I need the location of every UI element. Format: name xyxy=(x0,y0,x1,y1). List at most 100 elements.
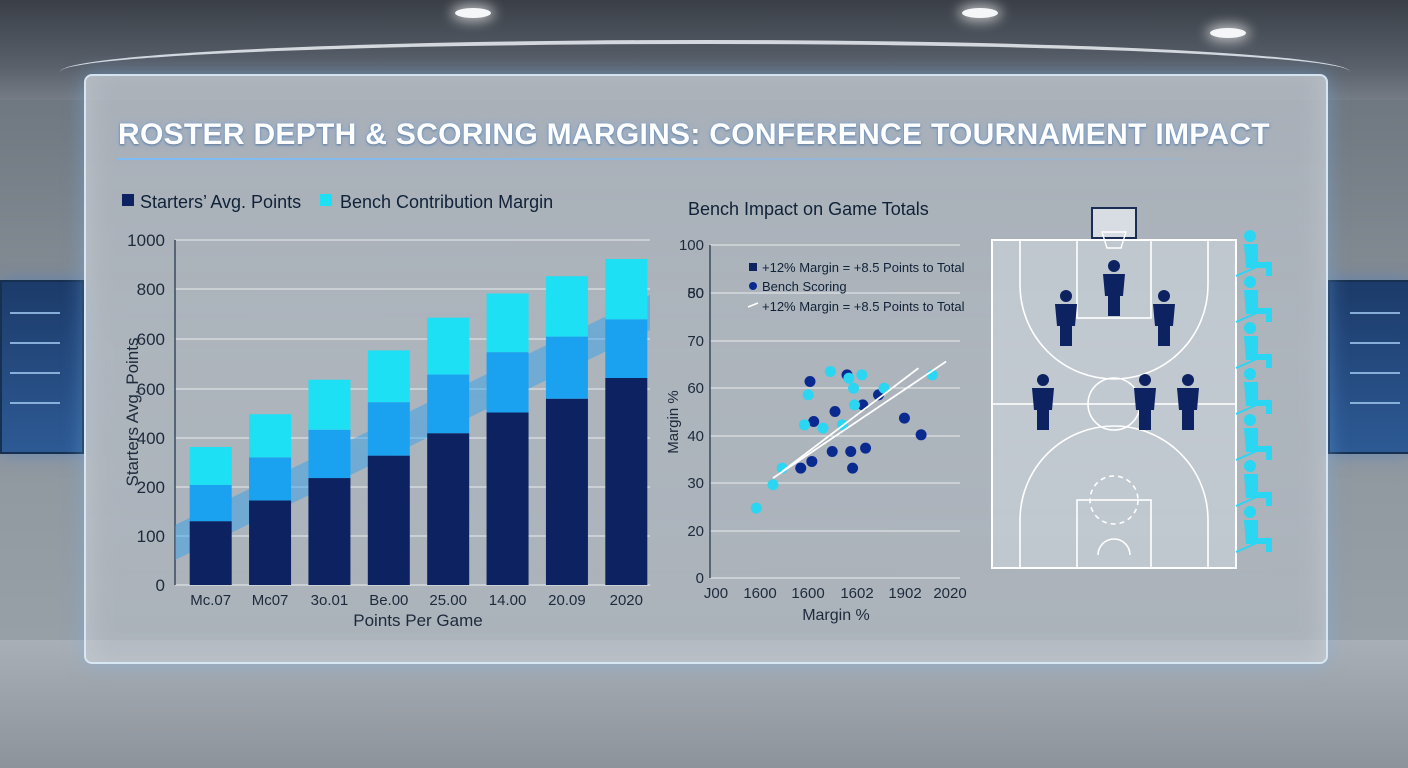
bar-x-tick-label: Be.00 xyxy=(369,592,408,609)
bench-seat xyxy=(1235,261,1269,277)
player-head xyxy=(1108,260,1120,272)
bar-segment-bench xyxy=(189,484,232,522)
title-divider xyxy=(118,158,1183,160)
scatter-point xyxy=(795,462,807,474)
bar-x-tick-label: 2020 xyxy=(610,592,643,609)
bar-segment-bench xyxy=(249,457,292,501)
bar-x-tick-label: Mc.07 xyxy=(190,592,231,609)
scatter-point xyxy=(845,445,857,457)
bar-segment-bench xyxy=(605,258,648,320)
player-head xyxy=(1182,374,1194,386)
bench-seat xyxy=(1235,399,1269,415)
bar-segment-starters xyxy=(308,478,351,585)
bar-segment-bench xyxy=(427,317,470,375)
scatter-y-tick-label: 60 xyxy=(687,380,704,397)
legend-swatch-bench xyxy=(320,194,332,206)
bench-seat xyxy=(1235,537,1269,553)
scatter-point xyxy=(808,415,820,427)
player-body xyxy=(1177,388,1199,430)
bench-player-body xyxy=(1244,474,1272,506)
bar-y-tick-label: 400 xyxy=(137,429,165,448)
scatter-x-tick-label: 1602 xyxy=(840,585,873,602)
bar-x-tick-label: 25.00 xyxy=(429,592,467,609)
bench-player-head xyxy=(1244,414,1256,426)
ceiling-light xyxy=(1210,28,1246,38)
court-key-bottom xyxy=(1076,499,1152,569)
player-body xyxy=(1134,388,1156,430)
scatter-y-tick-label: 70 xyxy=(687,333,704,350)
bench-player-icon xyxy=(1235,230,1272,277)
court-three-point-arc-bottom xyxy=(1019,425,1209,568)
bench-player-icon xyxy=(1235,506,1272,553)
player-body xyxy=(1032,388,1054,430)
scatter-trend-line xyxy=(781,367,919,473)
scatter-y-tick-label: 40 xyxy=(687,428,704,445)
bar-segment-starters xyxy=(189,521,232,585)
scatter-y-tick-label: 0 xyxy=(696,570,704,587)
bench-seat xyxy=(1235,353,1269,369)
scatter-point xyxy=(806,455,818,467)
scatter-chart: Bench Impact on Game Totals 0 20 30 40 60 70 80… xyxy=(665,199,967,624)
bar-segment-bench xyxy=(308,379,351,430)
bar-segment-bench xyxy=(545,276,588,337)
bench-player-head xyxy=(1244,368,1256,380)
bar-segment-starters xyxy=(249,500,292,585)
bar-segment-starters xyxy=(545,398,588,585)
scatter-legend-swatch xyxy=(747,302,759,308)
scatter-point xyxy=(847,462,859,474)
bench-player-body xyxy=(1244,290,1272,322)
player-body xyxy=(1055,304,1077,346)
scatter-legend-swatch xyxy=(749,282,757,290)
scatter-legend-swatch xyxy=(749,263,757,271)
bench-player-head xyxy=(1244,322,1256,334)
legend-label-starters: Starters’ Avg. Points xyxy=(140,192,301,212)
court-free-throw-circle xyxy=(1089,475,1139,525)
scatter-legend-label: Bench Scoring xyxy=(762,279,847,294)
bar-y-tick-label: 800 xyxy=(137,280,165,299)
scatter-point xyxy=(824,366,836,378)
bar-y-tick-label: 1000 xyxy=(127,231,165,250)
player-head xyxy=(1060,290,1072,302)
scatter-point xyxy=(817,422,829,434)
bar-segment-bench xyxy=(308,429,351,479)
scatter-point xyxy=(829,406,841,417)
scatter-legend-label: +12% Margin = +8.5 Points to Total xyxy=(762,299,965,314)
bench-player-icon xyxy=(1235,460,1272,507)
scatter-x-tick-label: J00 xyxy=(704,585,728,602)
player-head xyxy=(1158,290,1170,302)
player-body xyxy=(1153,304,1175,346)
scatter-point xyxy=(848,382,860,394)
hoop-net xyxy=(1101,231,1127,249)
scatter-point xyxy=(860,442,872,454)
player-icon xyxy=(1134,374,1156,430)
bar-y-tick-label: 600 xyxy=(137,380,165,399)
scatter-point xyxy=(750,502,762,514)
ceiling-light xyxy=(455,8,491,18)
scatter-point xyxy=(804,376,816,388)
scatter-x-tick-label: 2020 xyxy=(933,585,966,602)
bar-y-tick-label: 200 xyxy=(137,478,165,497)
dashboard-title: ROSTER DEPTH & SCORING MARGINS: CONFEREN… xyxy=(118,118,1270,151)
stacked-bar-chart: Starters’ Avg. Points Bench Contribution … xyxy=(122,192,650,630)
player-icon xyxy=(1153,290,1175,346)
bar-y-axis-label: Starters Avg. Points xyxy=(123,338,142,487)
bench-player-body xyxy=(1244,336,1272,368)
bar-segment-bench xyxy=(427,374,470,434)
scatter-point xyxy=(798,419,810,431)
left-bracket-screen xyxy=(0,280,84,454)
ceiling-light xyxy=(962,8,998,18)
bar-x-axis-label: Points Per Game xyxy=(353,611,482,630)
scatter-y-axis-label: Margin % xyxy=(665,390,682,453)
basketball-court xyxy=(991,207,1272,569)
bar-y-tick-label: 100 xyxy=(137,527,165,546)
scatter-point xyxy=(856,369,868,381)
bar-x-tick-label: 14.00 xyxy=(489,592,527,609)
bar-y-tick-label: 600 xyxy=(137,330,165,349)
legend-swatch-starters xyxy=(122,194,134,206)
bar-segment-starters xyxy=(427,433,470,585)
bench-player-icon xyxy=(1235,414,1272,461)
scatter-point xyxy=(898,412,910,424)
bar-segment-bench xyxy=(367,402,410,456)
